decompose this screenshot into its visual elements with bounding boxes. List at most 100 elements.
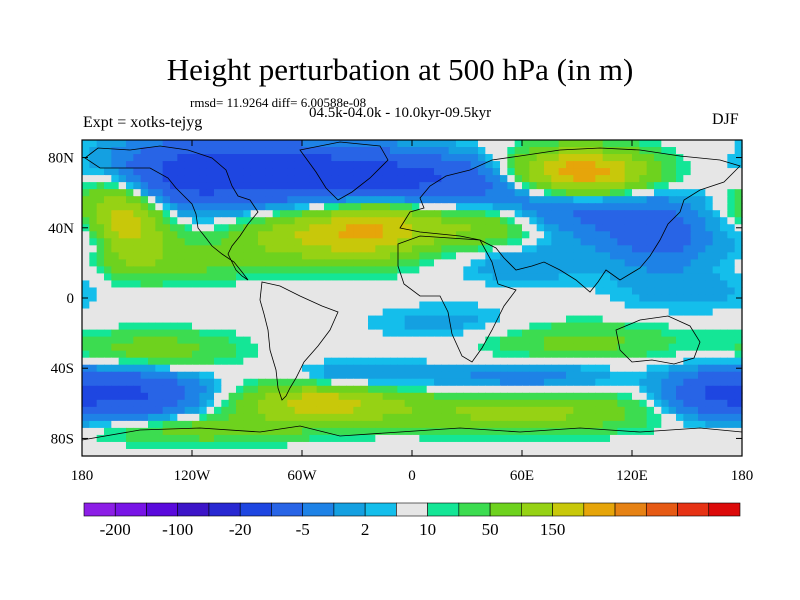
field-cell [368,245,376,253]
field-cell [184,434,193,443]
field-cell [441,434,450,443]
field-cell [661,441,670,450]
field-cell [272,238,281,246]
field-cell [331,378,340,387]
field-cell [338,350,347,359]
field-cell [683,371,692,380]
field-cell [654,392,662,401]
field-cell [566,238,574,246]
field-cell [507,406,516,415]
field-cell [720,140,728,148]
field-cell [434,280,442,289]
field-cell [419,371,428,380]
field-cell [221,196,230,204]
field-cell [360,434,369,443]
field-cell [177,336,186,345]
field-cell [148,161,156,169]
field-cell [456,231,464,239]
field-cell [118,427,127,436]
field-cell [316,399,325,408]
field-cell [353,266,362,275]
field-cell [485,357,494,366]
field-cell [602,413,611,422]
field-cell [426,385,435,394]
field-cell [287,371,296,380]
field-cell [111,301,120,310]
field-cell [580,140,589,148]
field-cell [419,175,428,183]
field-cell [258,245,266,253]
field-cell [382,420,391,429]
field-cell [184,371,193,380]
field-cell [434,392,442,401]
field-cell [720,161,728,169]
field-cell [522,182,530,190]
field-cell [316,448,325,457]
field-cell [661,378,670,387]
field-cell [331,210,340,218]
field-cell [331,392,340,401]
field-cell [148,224,156,232]
field-cell [243,203,252,211]
field-cell [478,357,486,366]
field-cell [140,343,149,352]
stats-line: rmsd= 11.9264 diff= 6.00588e-08 [190,95,367,110]
field-cell [236,427,244,436]
field-cell [390,231,398,239]
field-cell [346,168,354,176]
field-cell [602,203,611,211]
field-cell [646,196,655,204]
field-cell [390,406,398,415]
field-cell [302,406,310,415]
field-cell [104,315,112,324]
field-cell [573,343,582,352]
field-cell [199,203,208,211]
field-cell [324,399,332,408]
field-cell [302,371,310,380]
field-cell [375,294,384,303]
field-cell [126,245,134,253]
field-cell [111,182,120,190]
field-cell [522,322,530,331]
field-cell [705,217,714,225]
field-cell [456,203,464,211]
field-cell [250,329,259,338]
field-cell [140,140,149,148]
field-cell [346,427,354,436]
field-cell [133,238,142,246]
field-cell [485,434,494,443]
field-cell [683,385,692,394]
field-cell [96,217,105,225]
field-cell [294,448,303,457]
field-cell [463,329,472,338]
field-cell [705,259,714,267]
field-cell [96,441,105,450]
field-cell [610,161,618,169]
field-cell [646,175,655,183]
field-cell [192,224,200,232]
field-cell [705,378,714,387]
field-cell [514,259,523,267]
field-cell [470,175,479,183]
field-cell [727,280,736,289]
field-cell [82,399,90,408]
field-cell [280,196,288,204]
field-cell [265,343,274,352]
field-cell [250,245,259,253]
field-cell [250,252,259,260]
field-cell [419,413,428,422]
field-cell [250,217,259,225]
field-cell [155,154,164,162]
field-cell [668,203,677,211]
field-cell [654,343,662,352]
field-cell [316,196,325,204]
field-cell [536,252,545,260]
field-cell [727,308,736,317]
field-cell [155,315,164,324]
field-cell [434,217,442,225]
field-cell [727,168,736,176]
field-cell [676,245,684,253]
field-cell [470,336,479,345]
field-cell [522,168,530,176]
